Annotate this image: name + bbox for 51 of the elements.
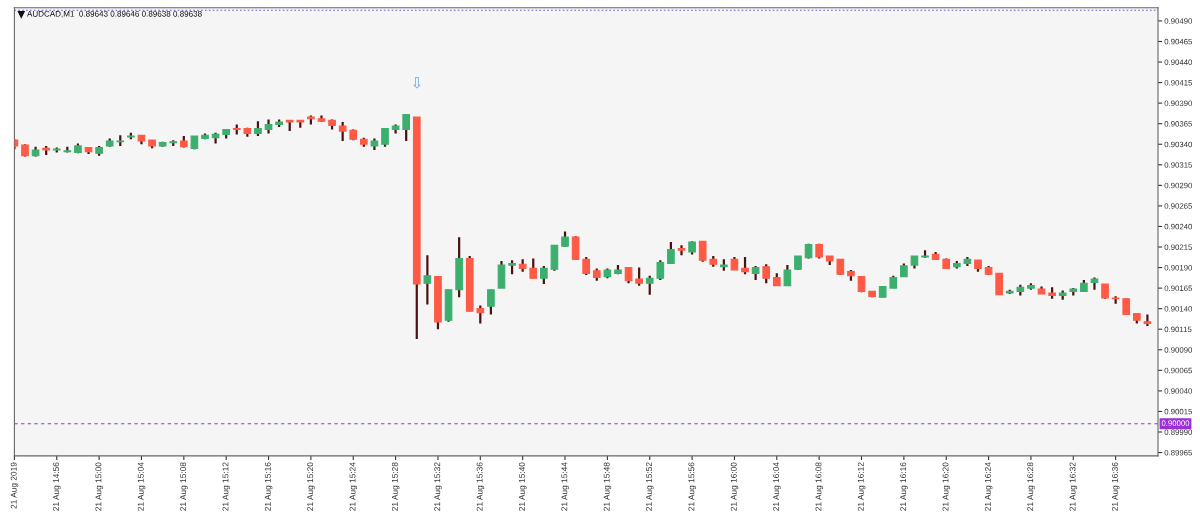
- candlestick: [995, 272, 1004, 296]
- x-tick-label: 21 Aug 15:16: [264, 462, 273, 511]
- candlestick: [762, 263, 771, 285]
- x-tick-label: 21 Aug 15:40: [519, 462, 527, 511]
- candlestick: [550, 244, 559, 272]
- x-tick-label: 21 Aug 14:56: [53, 462, 61, 511]
- candlestick: [402, 113, 411, 143]
- x-tick-label: 21 Aug 16:24: [984, 462, 993, 511]
- x-tick-label: 21 Aug 15:04: [137, 462, 146, 511]
- x-tick-label: 21 Aug 15:32: [434, 462, 442, 511]
- x-tick-label: 21 Aug 15:08: [180, 462, 188, 511]
- x-tick-label: 21 Aug 16:04: [773, 462, 781, 511]
- x-tick-label: 21 Aug 15:48: [603, 462, 612, 511]
- x-tick-label: 21 Aug 15:52: [646, 462, 654, 511]
- candlestick: [645, 274, 654, 296]
- candlestick: [698, 240, 707, 263]
- candlestick: [656, 259, 665, 282]
- x-tick-label: 21 Aug 16:20: [942, 462, 951, 511]
- x-tick-label: 21 Aug 16:16: [900, 462, 908, 511]
- annotation: ⇩: [413, 77, 421, 89]
- candlestick: [476, 304, 485, 325]
- x-tick-label: 21 Aug 16:32: [1069, 462, 1078, 511]
- x-tick-label: 21 Aug 15:24: [349, 462, 358, 511]
- candlestick: [540, 264, 548, 286]
- candlestick: [635, 266, 643, 287]
- candlestick: [677, 244, 686, 257]
- candlestick: [423, 254, 432, 306]
- x-tick-label: 21 Aug 15:12: [222, 462, 231, 511]
- candlestick: [667, 240, 675, 265]
- x-tick-label: 21 Aug 16:28: [1027, 462, 1035, 511]
- candlestick: [582, 255, 591, 277]
- candlestick: [1143, 313, 1152, 328]
- x-tick-label: 21 Aug 15:20: [307, 462, 315, 511]
- x-tick-label: 21 Aug 16:00: [730, 462, 739, 511]
- x-tick-label: 21 Aug 2019: [10, 462, 19, 509]
- x-tick-label: 21 Aug 15:44: [561, 462, 569, 511]
- chart-title: AUDCAD,M1 0.89643 0.89646 0.89638 0.89638: [27, 10, 202, 18]
- candlestick: [783, 263, 792, 287]
- x-tick-label: 21 Aug 15:28: [391, 462, 400, 511]
- candlestick: [381, 127, 389, 148]
- candlestick: [338, 120, 347, 143]
- candlestick: [529, 257, 538, 280]
- candlestick: [487, 288, 495, 316]
- x-tick-label: 21 Aug 16:12: [857, 462, 866, 511]
- candlestick: [571, 235, 580, 261]
- x-tick-label: 21 Aug 15:00: [95, 462, 103, 511]
- candlestick: [497, 259, 506, 290]
- x-tick-label: 21 Aug 16:36: [1111, 462, 1120, 511]
- x-tick-label: 21 Aug 16:08: [815, 462, 824, 511]
- x-tick-label: 21 Aug 15:56: [688, 462, 696, 511]
- x-tick-label: 21 Aug 15:36: [476, 462, 485, 511]
